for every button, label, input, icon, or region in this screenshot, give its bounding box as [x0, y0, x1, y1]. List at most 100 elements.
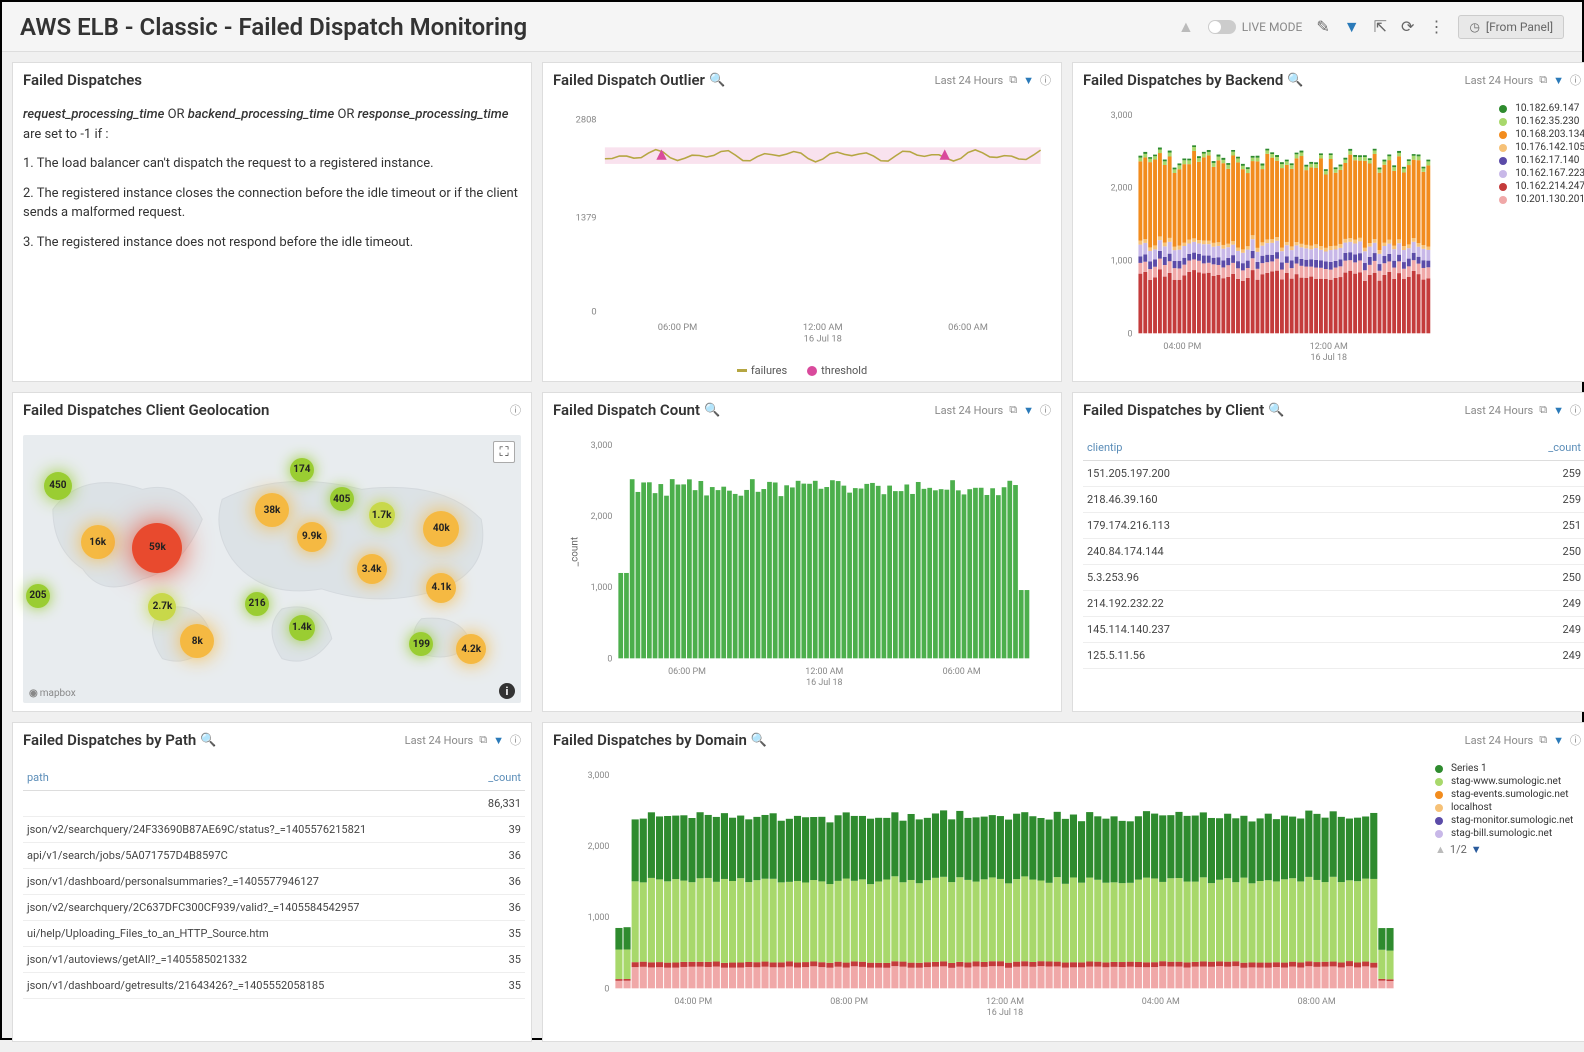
legend-item[interactable]: 10.162.35.230 — [1499, 116, 1584, 127]
table-row[interactable]: 151.205.197.200259 — [1083, 461, 1584, 487]
col-clientip[interactable]: clientip — [1083, 435, 1430, 461]
legend-item[interactable]: 10.162.167.223 — [1499, 168, 1584, 179]
table-row[interactable]: 179.174.216.113251 — [1083, 513, 1584, 539]
table-row[interactable]: api/v1/search/jobs/5A071757D4B8597C36 — [23, 843, 525, 869]
geo-map[interactable]: ⛶ ◉mapbox i 45016k59k2052.7k8k21638k1749… — [23, 435, 521, 703]
filter-icon[interactable]: ▼ — [1023, 74, 1034, 87]
filter-icon[interactable]: ▼ — [1553, 404, 1564, 417]
table-row[interactable]: ui/help/Uploading_Files_to_an_HTTP_Sourc… — [23, 921, 525, 947]
legend-item[interactable]: Series 1 — [1435, 763, 1584, 774]
table-row[interactable]: 214.192.232.22249 — [1083, 591, 1584, 617]
legend-item[interactable]: 10.168.203.134 — [1499, 129, 1584, 140]
zoom-icon[interactable]: 🔍 — [704, 403, 720, 418]
geo-marker[interactable]: 16k — [81, 525, 115, 559]
info-icon[interactable]: ⓘ — [510, 402, 521, 418]
legend-item[interactable]: stag-www.sumologic.net — [1435, 776, 1584, 787]
info-icon[interactable]: ⓘ — [1570, 72, 1581, 88]
time-range-button[interactable]: ◷ [From Panel] — [1458, 15, 1564, 39]
world-outline — [23, 435, 521, 703]
svg-text:0: 0 — [1127, 329, 1132, 339]
share-icon[interactable]: ⇱ — [1374, 17, 1387, 36]
filter-icon[interactable]: ▼ — [1023, 404, 1034, 417]
geo-marker[interactable]: 174 — [290, 458, 314, 482]
info-icon[interactable]: ⓘ — [510, 732, 521, 748]
path-table: path_count 86,331json/v2/searchquery/24F… — [23, 765, 525, 999]
clock-icon: ◷ — [1469, 20, 1479, 34]
col-path[interactable]: path — [23, 765, 472, 791]
legend-item[interactable]: 10.182.69.147 — [1499, 103, 1584, 114]
copy-icon[interactable]: ⧉ — [1539, 73, 1547, 87]
legend-item[interactable]: localhost — [1435, 802, 1584, 813]
legend-item[interactable]: 10.162.214.247 — [1499, 181, 1584, 192]
geo-marker[interactable]: 1.4k — [289, 615, 315, 641]
info-icon[interactable]: ⓘ — [1570, 732, 1581, 748]
svg-text:1,000: 1,000 — [591, 583, 613, 593]
table-row[interactable]: json/v2/searchquery/2C637DFC300CF939/val… — [23, 895, 525, 921]
svg-text:3,000: 3,000 — [1111, 111, 1133, 121]
panel-backend: Failed Dispatches by Backend🔍 Last 24 Ho… — [1072, 62, 1584, 382]
geo-marker[interactable]: 59k — [132, 523, 182, 573]
geo-marker[interactable]: 405 — [330, 487, 354, 511]
copy-icon[interactable]: ⧉ — [1009, 403, 1017, 417]
svg-text:2,000: 2,000 — [1111, 184, 1133, 194]
geo-marker[interactable]: 3.4k — [357, 554, 387, 584]
copy-icon[interactable]: ⧉ — [1539, 733, 1547, 747]
geo-marker[interactable]: 38k — [255, 493, 289, 527]
legend-item[interactable]: 10.162.17.140 — [1499, 155, 1584, 166]
zoom-icon[interactable]: 🔍 — [200, 733, 216, 748]
col-count[interactable]: _count — [1430, 435, 1584, 461]
expand-icon[interactable]: ⛶ — [493, 441, 515, 463]
legend-item[interactable]: 10.176.142.105 — [1499, 142, 1584, 153]
svg-text:12:00 AM16 Jul 18: 12:00 AM16 Jul 18 — [803, 322, 843, 344]
filter-icon[interactable]: ▼ — [493, 734, 504, 747]
info-icon[interactable]: ⓘ — [1570, 402, 1581, 418]
zoom-icon[interactable]: 🔍 — [1268, 403, 1284, 418]
col-count[interactable]: _count — [472, 765, 525, 791]
table-row[interactable]: json/v1/dashboard/getresults/21643426?_=… — [23, 973, 525, 999]
geo-marker[interactable]: 450 — [44, 472, 72, 500]
geo-marker[interactable]: 2.7k — [148, 593, 176, 621]
legend-item[interactable]: stag-bill.sumologic.net — [1435, 828, 1584, 839]
legend-item[interactable]: 10.201.130.201 — [1499, 194, 1584, 205]
copy-icon[interactable]: ⧉ — [1539, 403, 1547, 417]
table-row[interactable]: 125.5.11.56249 — [1083, 643, 1584, 669]
geo-marker[interactable]: 205 — [26, 584, 50, 608]
panel-title: Failed Dispatch Outlier — [553, 71, 705, 89]
zoom-icon[interactable]: 🔍 — [751, 733, 767, 748]
table-row[interactable]: 145.114.140.237249 — [1083, 617, 1584, 643]
table-row[interactable]: 218.46.39.160259 — [1083, 487, 1584, 513]
geo-marker[interactable]: 4.1k — [426, 573, 456, 603]
svg-text:0: 0 — [607, 654, 612, 664]
geo-marker[interactable]: 9.9k — [297, 522, 327, 552]
legend-pager[interactable]: ▲ 1/2 ▼ — [1435, 843, 1584, 856]
table-row[interactable]: 86,331 — [23, 791, 525, 817]
table-row[interactable]: json/v2/searchquery/24F33690B87AE69C/sta… — [23, 817, 525, 843]
geo-marker[interactable]: 1.7k — [369, 502, 395, 528]
zoom-icon[interactable]: 🔍 — [709, 73, 725, 88]
table-row[interactable]: json/v1/dashboard/personalsummaries?_=14… — [23, 869, 525, 895]
info-icon[interactable]: ⓘ — [1040, 72, 1051, 88]
table-row[interactable]: 5.3.253.96250 — [1083, 565, 1584, 591]
text-line-1: 1. The load balancer can't dispatch the … — [23, 154, 521, 174]
filter-icon[interactable]: ▼ — [1553, 734, 1564, 747]
live-mode-toggle[interactable]: LIVE MODE — [1208, 20, 1303, 34]
count-chart-body: 01,0002,0003,000_count06:00 PM12:00 AM16… — [543, 427, 1061, 711]
geo-marker[interactable]: 216 — [245, 592, 269, 616]
filter-icon[interactable]: ▼ — [1553, 74, 1564, 87]
edit-icon[interactable]: ✎ — [1316, 17, 1329, 36]
table-row[interactable]: 240.84.174.144250 — [1083, 539, 1584, 565]
map-info-icon[interactable]: i — [499, 683, 515, 699]
zoom-icon[interactable]: 🔍 — [1287, 73, 1303, 88]
svg-text:08:00 AM: 08:00 AM — [1298, 997, 1336, 1007]
legend-item[interactable]: stag-monitor.sumologic.net — [1435, 815, 1584, 826]
copy-icon[interactable]: ⧉ — [1009, 73, 1017, 87]
refresh-icon[interactable]: ⟳ — [1401, 17, 1414, 36]
info-icon[interactable]: ⓘ — [1040, 402, 1051, 418]
table-row[interactable]: json/v1/autoviews/getAll?_=1405585021332… — [23, 947, 525, 973]
filter-icon[interactable]: ▼ — [1344, 17, 1360, 37]
geo-marker[interactable]: 40k — [423, 511, 459, 547]
copy-icon[interactable]: ⧉ — [479, 733, 487, 747]
time-range-label: Last 24 Hours — [1465, 734, 1534, 747]
more-icon[interactable]: ⋮ — [1428, 17, 1444, 36]
legend-item[interactable]: stag-events.sumologic.net — [1435, 789, 1584, 800]
